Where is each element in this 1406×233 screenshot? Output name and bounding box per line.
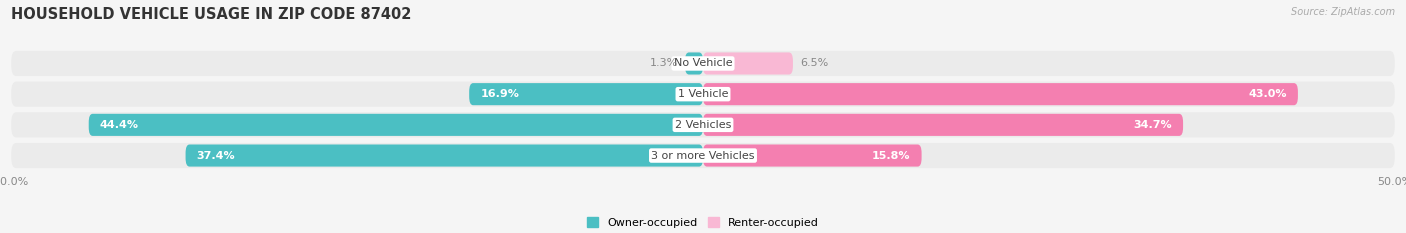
- FancyBboxPatch shape: [11, 51, 1395, 76]
- Text: 6.5%: 6.5%: [800, 58, 828, 69]
- Legend: Owner-occupied, Renter-occupied: Owner-occupied, Renter-occupied: [582, 213, 824, 232]
- FancyBboxPatch shape: [89, 114, 703, 136]
- FancyBboxPatch shape: [703, 144, 921, 167]
- Text: 16.9%: 16.9%: [481, 89, 519, 99]
- Text: 37.4%: 37.4%: [197, 151, 235, 161]
- Text: 3 or more Vehicles: 3 or more Vehicles: [651, 151, 755, 161]
- Text: 34.7%: 34.7%: [1133, 120, 1173, 130]
- Text: 43.0%: 43.0%: [1249, 89, 1286, 99]
- FancyBboxPatch shape: [685, 52, 703, 75]
- FancyBboxPatch shape: [703, 52, 793, 75]
- FancyBboxPatch shape: [186, 144, 703, 167]
- Text: HOUSEHOLD VEHICLE USAGE IN ZIP CODE 87402: HOUSEHOLD VEHICLE USAGE IN ZIP CODE 8740…: [11, 7, 412, 22]
- Text: 1.3%: 1.3%: [650, 58, 678, 69]
- Text: 44.4%: 44.4%: [100, 120, 139, 130]
- FancyBboxPatch shape: [11, 143, 1395, 168]
- Text: No Vehicle: No Vehicle: [673, 58, 733, 69]
- FancyBboxPatch shape: [11, 82, 1395, 107]
- Text: 1 Vehicle: 1 Vehicle: [678, 89, 728, 99]
- Text: 2 Vehicles: 2 Vehicles: [675, 120, 731, 130]
- FancyBboxPatch shape: [703, 83, 1298, 105]
- FancyBboxPatch shape: [703, 114, 1182, 136]
- Text: Source: ZipAtlas.com: Source: ZipAtlas.com: [1291, 7, 1395, 17]
- FancyBboxPatch shape: [11, 112, 1395, 137]
- FancyBboxPatch shape: [470, 83, 703, 105]
- Text: 15.8%: 15.8%: [872, 151, 911, 161]
